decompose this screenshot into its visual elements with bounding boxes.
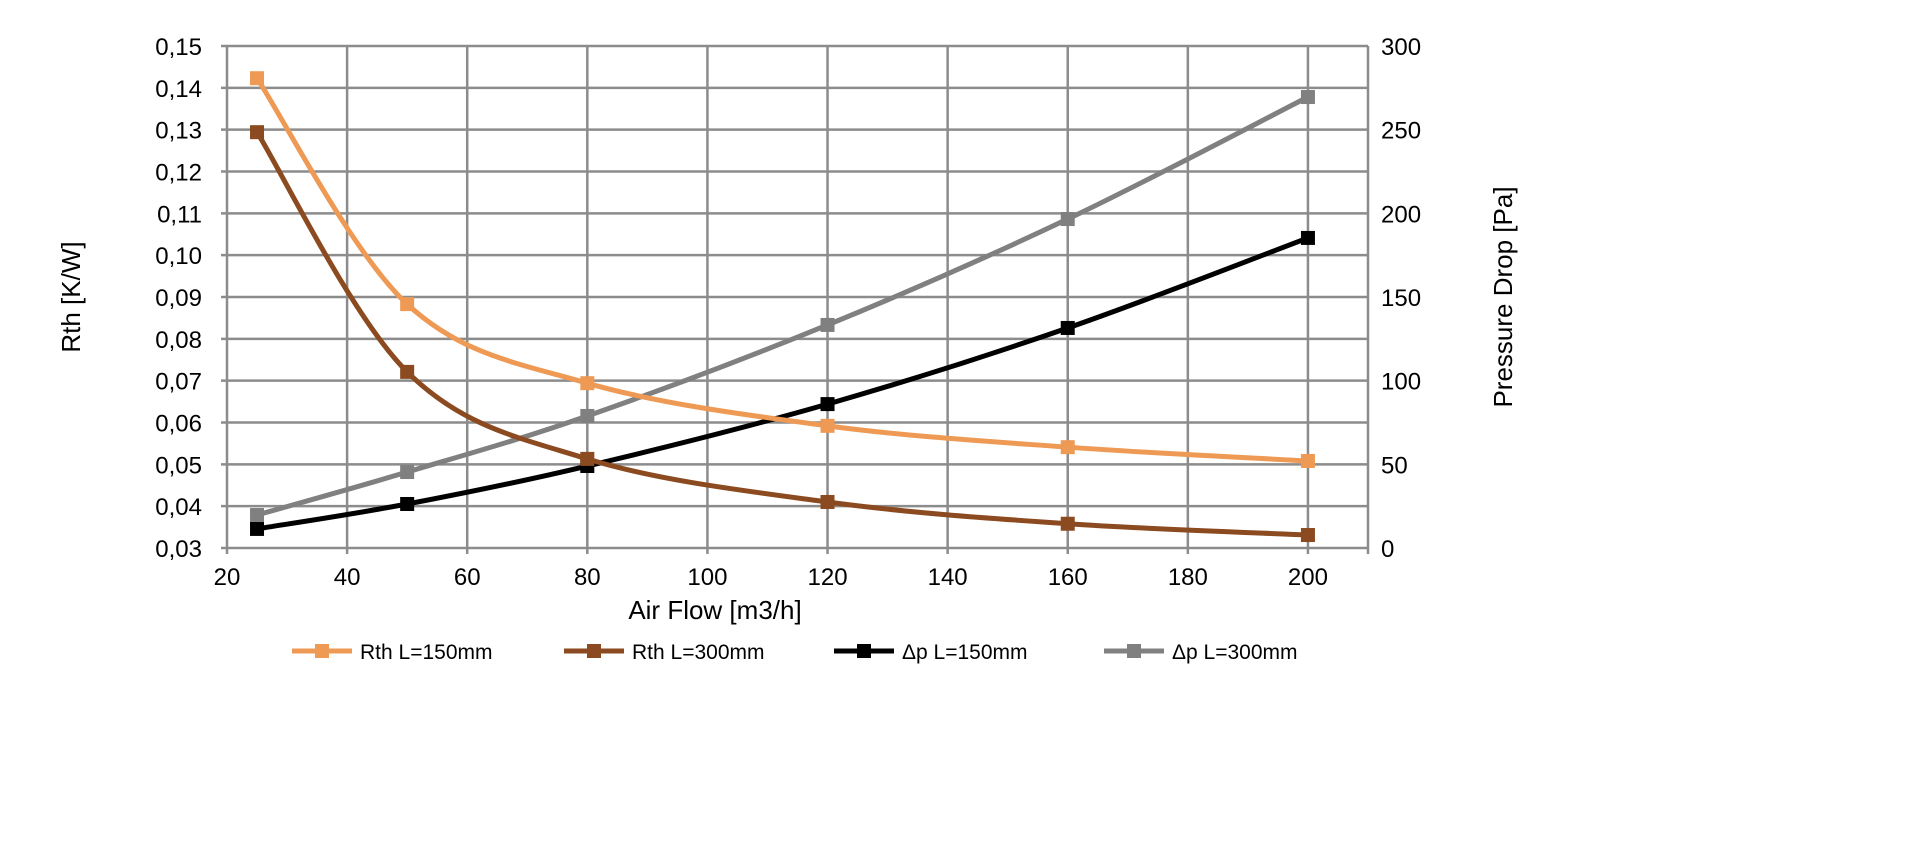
legend-label: Δp L=150mm: [902, 641, 1028, 664]
data-point-marker: [1060, 516, 1075, 531]
y-tick-label: 0,05: [155, 452, 202, 479]
x-tick-label: 180: [1168, 564, 1208, 591]
y-tick-label: 0,15: [155, 34, 202, 61]
series--p-l-300mm: [250, 90, 1315, 523]
legend-marker: [857, 644, 871, 658]
y-axis-title: Rth [K/W]: [56, 241, 86, 352]
data-point-marker: [400, 465, 415, 480]
legend-item: Δp L=300mm: [1104, 641, 1298, 664]
y-tick-label: 0,11: [157, 201, 202, 228]
series-line: [254, 130, 1309, 538]
y2-tick-label: 0: [1381, 536, 1394, 563]
data-point-marker: [1060, 440, 1075, 455]
data-point-marker: [250, 125, 265, 140]
data-point-marker: [250, 71, 265, 86]
legend-item: Rth L=300mm: [564, 641, 764, 664]
data-point-marker: [820, 418, 835, 433]
y-tick-label: 0,03: [155, 536, 202, 563]
legend: Rth L=150mm Rth L=300mm Δp L=150mm Δp L=300…: [292, 641, 1298, 664]
y-tick-label: 0,12: [155, 160, 202, 187]
y-tick-label: 0,10: [155, 243, 202, 270]
x-tick-label: 160: [1048, 564, 1088, 591]
x-axis-title: Air Flow [m3/h]: [628, 595, 801, 625]
data-point-marker: [250, 521, 265, 536]
data-point-marker: [1060, 212, 1075, 227]
y2-axis-title: Pressure Drop [Pa]: [1488, 186, 1518, 407]
data-point-marker: [820, 494, 835, 509]
data-point-marker: [250, 508, 265, 523]
series-line: [254, 76, 1309, 464]
legend-item: Δp L=150mm: [834, 641, 1028, 664]
y2-tick-label: 300: [1381, 34, 1421, 61]
legend-marker: [1127, 644, 1141, 658]
x-tick-label: 80: [574, 564, 601, 591]
x-tick-label: 60: [454, 564, 481, 591]
y2-tick-label: 250: [1381, 118, 1421, 145]
x-tick-label: 40: [334, 564, 361, 591]
x-tick-label: 120: [808, 564, 848, 591]
y2-tick-label: 150: [1381, 285, 1421, 312]
y-tick-label: 0,09: [155, 285, 202, 312]
legend-label: Rth L=150mm: [360, 641, 492, 664]
data-point-marker: [1300, 90, 1315, 105]
data-point-marker: [1060, 320, 1075, 335]
data-point-marker: [1300, 528, 1315, 543]
tick-labels: 0,03 0,04 0,05 0,06 0,07 0,08 0,09 0,10 0,11 0,12…: [155, 34, 1421, 591]
series--p-l-150mm: [250, 230, 1315, 536]
series-rth-l-150mm: [250, 71, 1315, 468]
x-tick-label: 200: [1288, 564, 1328, 591]
data-point-marker: [1300, 453, 1315, 468]
legend-marker: [587, 644, 601, 658]
legend-marker: [315, 644, 329, 658]
y-tick-label: 0,07: [155, 369, 202, 396]
series-rth-l-300mm: [250, 125, 1315, 543]
y2-tick-label: 100: [1381, 369, 1421, 396]
data-point-marker: [820, 317, 835, 332]
grid: [221, 44, 1370, 554]
x-tick-label: 100: [687, 564, 727, 591]
y-tick-label: 0,14: [155, 76, 202, 103]
y2-tick-label: 50: [1381, 452, 1408, 479]
y-tick-label: 0,06: [155, 411, 202, 438]
x-tick-label: 140: [928, 564, 968, 591]
y-tick-label: 0,08: [155, 327, 202, 354]
data-point-marker: [400, 364, 415, 379]
y-tick-label: 0,04: [155, 494, 202, 521]
data-point-marker: [1300, 230, 1315, 245]
legend-label: Rth L=300mm: [632, 641, 764, 664]
series-group: [250, 71, 1315, 543]
y2-tick-label: 200: [1381, 201, 1421, 228]
legend-item: Rth L=150mm: [292, 641, 492, 664]
data-point-marker: [580, 376, 595, 391]
data-point-marker: [580, 451, 595, 466]
data-point-marker: [580, 408, 595, 423]
data-point-marker: [400, 496, 415, 511]
data-point-marker: [820, 397, 835, 412]
x-tick-label: 20: [214, 564, 241, 591]
y-tick-label: 0,13: [155, 118, 202, 145]
series-line: [256, 235, 1309, 532]
data-point-marker: [400, 297, 415, 312]
legend-label: Δp L=300mm: [1172, 641, 1298, 664]
